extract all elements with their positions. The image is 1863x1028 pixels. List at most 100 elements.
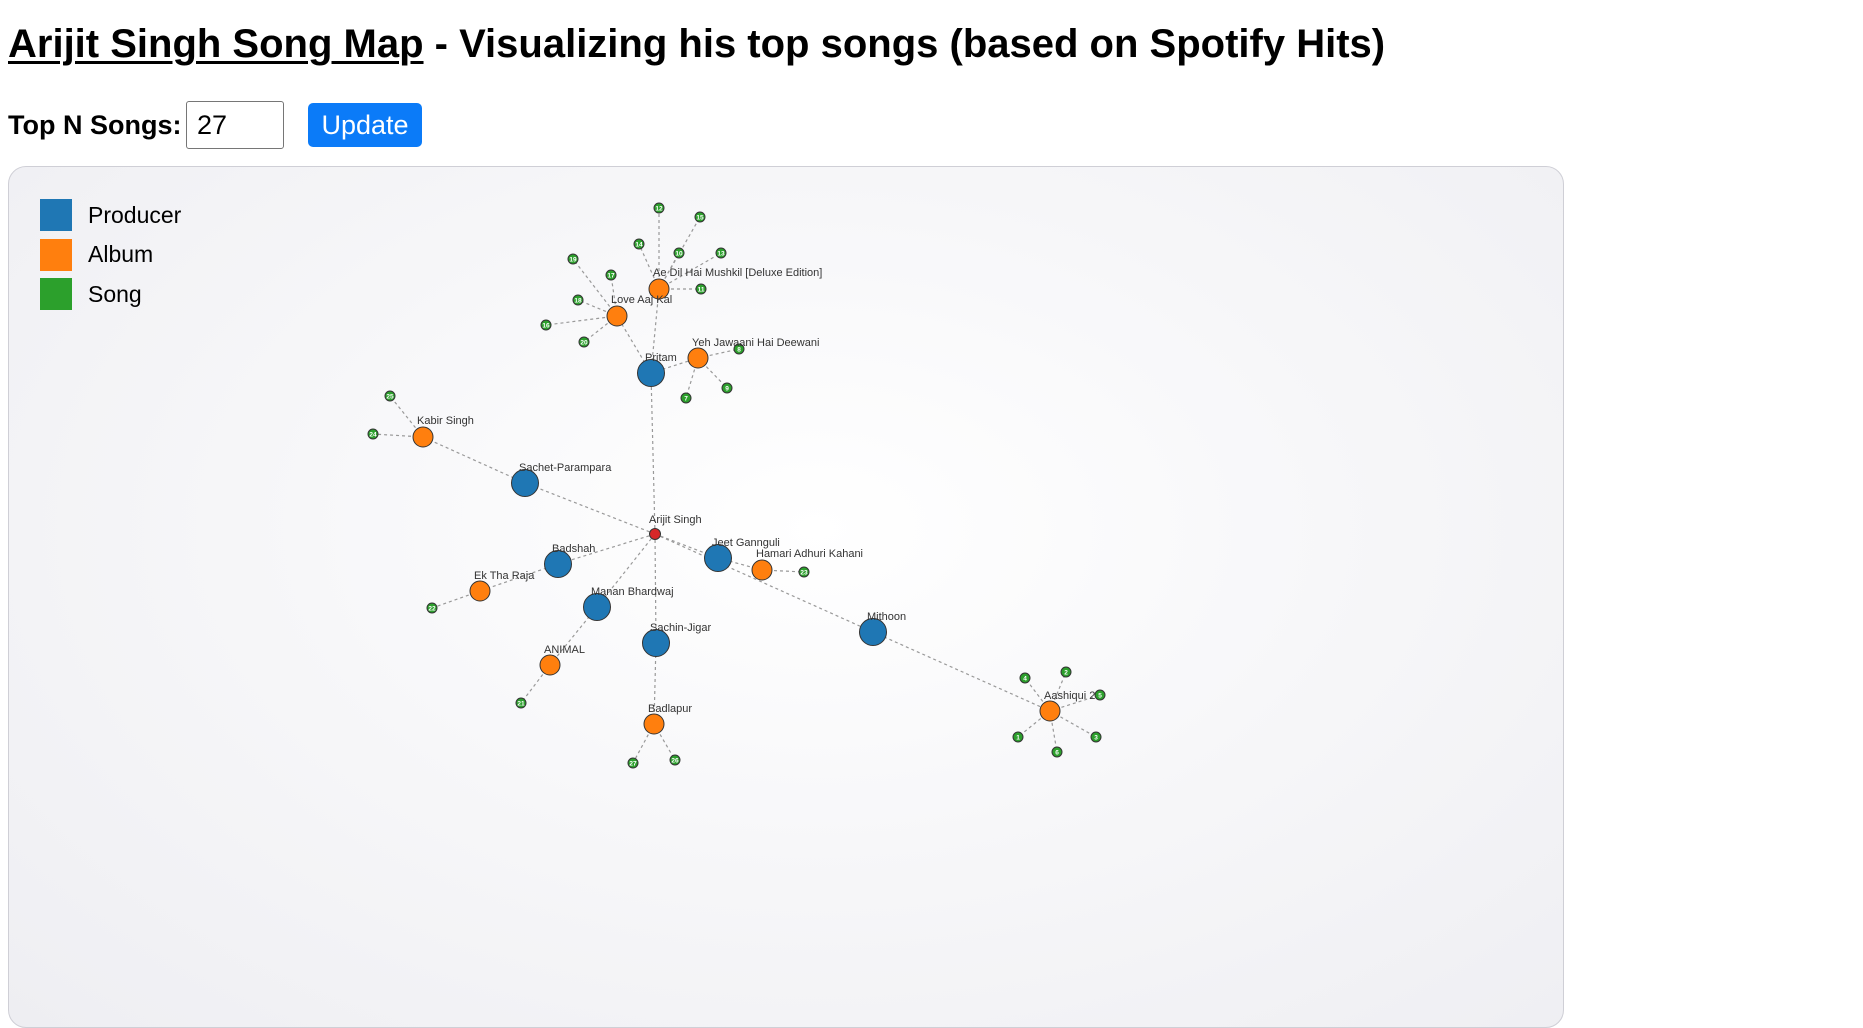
- song-node-13[interactable]: [715, 247, 727, 259]
- album-label-aashiqui: Aashiqui 2: [1044, 690, 1095, 702]
- song-node-25[interactable]: [384, 390, 396, 402]
- song-number-label: 17: [607, 272, 615, 279]
- song-number-label: 15: [696, 214, 704, 221]
- producer-node-jeet[interactable]: [704, 544, 732, 572]
- song-node-18[interactable]: [572, 294, 584, 306]
- album-label-badlapur: Badlapur: [648, 703, 692, 715]
- song-node-16[interactable]: [540, 319, 552, 331]
- top-n-label: Top N Songs:: [8, 109, 182, 140]
- album-node-ektha[interactable]: [469, 580, 491, 602]
- graph-link: [422, 436, 526, 484]
- album-node-hak[interactable]: [751, 559, 773, 581]
- song-node-24[interactable]: [367, 428, 379, 440]
- legend-swatch-album: [40, 238, 72, 271]
- song-node-6[interactable]: [1051, 746, 1063, 758]
- song-number-label: 13: [717, 250, 725, 257]
- album-node-animal[interactable]: [539, 654, 561, 676]
- song-number-label: 21: [517, 700, 525, 707]
- song-node-22[interactable]: [426, 602, 438, 614]
- song-node-27[interactable]: [627, 757, 639, 769]
- album-node-kabir[interactable]: [412, 426, 434, 448]
- song-number-label: 26: [671, 757, 679, 764]
- top-n-input[interactable]: [186, 101, 284, 149]
- producer-node-sachet[interactable]: [511, 469, 539, 497]
- graph-link: [572, 258, 618, 317]
- song-node-26[interactable]: [669, 754, 681, 766]
- producer-node-manan[interactable]: [583, 593, 611, 621]
- song-node-3[interactable]: [1090, 731, 1102, 743]
- album-label-ektha: Ek Tha Raja: [474, 570, 535, 582]
- song-node-17[interactable]: [605, 269, 617, 281]
- legend-item-song: Song: [40, 278, 181, 310]
- song-number-label: 8: [737, 346, 741, 353]
- album-node-yjhd[interactable]: [687, 347, 709, 369]
- song-node-15[interactable]: [694, 211, 706, 223]
- producer-label-sachin: Sachin-Jigar: [650, 622, 711, 634]
- song-node-23[interactable]: [798, 566, 810, 578]
- song-node-2[interactable]: [1060, 666, 1072, 678]
- legend-swatch-producer: [40, 199, 72, 231]
- album-node-adhm[interactable]: [648, 278, 670, 300]
- legend-label-producer: Producer: [88, 201, 182, 228]
- song-node-21[interactable]: [515, 697, 527, 709]
- song-number-label: 19: [569, 256, 577, 263]
- links-layer: [372, 208, 1101, 764]
- song-number-label: 5: [1098, 692, 1102, 699]
- album-label-lak: Love Aaj Kal: [611, 294, 672, 306]
- legend-label-album: Album: [88, 241, 154, 267]
- graph-link: [524, 482, 656, 535]
- song-number-label: 12: [655, 205, 663, 212]
- song-number-label: 25: [386, 393, 394, 400]
- song-node-9[interactable]: [721, 382, 733, 394]
- legend-swatch-song: [40, 278, 72, 310]
- song-node-19[interactable]: [567, 253, 579, 265]
- producer-node-mithoon[interactable]: [859, 618, 887, 646]
- graph-link: [650, 288, 660, 374]
- producer-node-sachin[interactable]: [642, 629, 670, 657]
- producer-label-jeet: Jeet Gannguli: [712, 537, 780, 549]
- song-node-8[interactable]: [733, 343, 745, 355]
- producer-label-manan: Manan Bhardwaj: [591, 586, 674, 598]
- graph-link: [650, 372, 656, 535]
- network-graph[interactable]: Arijit Singh Pritam Sachet-Parampara Badsha…: [9, 167, 1563, 1027]
- graph-panel[interactable]: Arijit Singh Pritam Sachet-Parampara Badsha…: [8, 166, 1564, 1028]
- song-node-14[interactable]: [633, 238, 645, 250]
- song-node-20[interactable]: [578, 336, 590, 348]
- song-number-label: 22: [428, 605, 436, 612]
- song-node-12[interactable]: [653, 202, 665, 214]
- producer-label-sachet: Sachet-Parampara: [519, 462, 612, 474]
- nodes-layer: [367, 202, 1106, 769]
- album-node-aashiqui[interactable]: [1039, 700, 1061, 722]
- legend: Producer Album Song: [40, 199, 181, 318]
- labels-layer: Arijit Singh Pritam Sachet-Parampara Badsha…: [369, 205, 1102, 767]
- graph-link: [654, 533, 657, 644]
- producer-label-mithoon: Mithoon: [867, 611, 906, 623]
- song-node-10[interactable]: [673, 247, 685, 259]
- song-number-label: 18: [574, 297, 582, 304]
- controls-bar: Top N Songs: Update: [8, 100, 422, 150]
- graph-link: [872, 631, 1051, 712]
- page-title: Arijit Singh Song Map - Visualizing his …: [8, 22, 1385, 67]
- song-number-label: 1: [1016, 734, 1020, 741]
- album-node-badlapur[interactable]: [643, 713, 665, 735]
- legend-item-producer: Producer: [40, 199, 181, 231]
- root-node-arijit-singh[interactable]: [649, 528, 661, 540]
- song-node-4[interactable]: [1019, 672, 1031, 684]
- song-number-label: 10: [675, 250, 683, 257]
- update-button[interactable]: Update: [308, 103, 422, 147]
- graph-link: [616, 315, 652, 374]
- song-node-7[interactable]: [680, 392, 692, 404]
- song-node-1[interactable]: [1012, 731, 1024, 743]
- title-link[interactable]: Arijit Singh Song Map: [8, 22, 424, 66]
- song-node-11[interactable]: [695, 283, 707, 295]
- song-number-label: 14: [635, 241, 643, 248]
- producer-node-pritam[interactable]: [637, 359, 665, 387]
- graph-link: [654, 533, 874, 633]
- song-number-label: 27: [629, 760, 637, 767]
- song-node-5[interactable]: [1094, 689, 1106, 701]
- producer-label-pritam: Pritam: [645, 352, 677, 364]
- song-number-label: 16: [542, 322, 550, 329]
- producer-node-badshah[interactable]: [544, 550, 572, 578]
- song-number-label: 3: [1094, 734, 1098, 741]
- album-node-lak[interactable]: [606, 305, 628, 327]
